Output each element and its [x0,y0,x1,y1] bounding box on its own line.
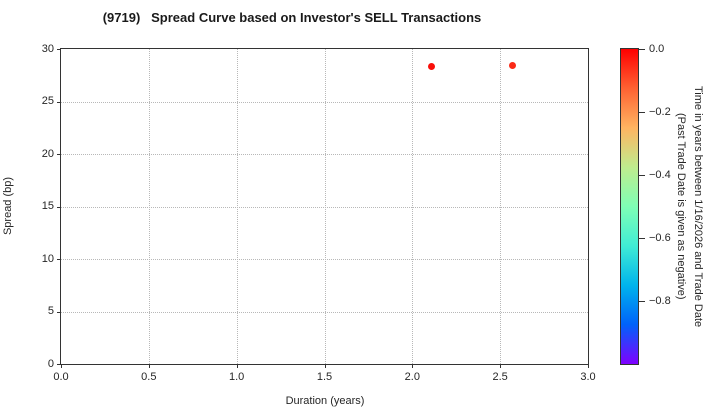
colorbar-tick-mark [639,238,645,239]
colorbar-tick-label: −0.6 [649,231,671,244]
y-tick-mark [57,154,60,155]
colorbar-tick-mark [639,175,645,176]
y-tick-mark [57,49,60,50]
y-tick-mark [57,259,60,260]
colorbar-tick-mark [639,49,645,50]
x-tick-mark [148,365,150,368]
x-tick-label: 3.0 [580,371,596,383]
y-tick-label: 0 [47,357,54,370]
x-tick-mark [236,365,238,368]
colorbar-tick-label: 0.0 [649,42,665,55]
gridline-horizontal [61,206,588,208]
y-tick-label: 15 [41,200,54,212]
x-tick-label: 1.0 [229,371,245,383]
gridline-horizontal [61,101,588,103]
colorbar-tick-label: −0.8 [649,294,671,307]
x-tick-label: 0.0 [53,371,69,383]
y-tick-mark [57,206,60,208]
y-tick-label: 5 [47,305,54,317]
chart-title: (9719) Spread Curve based on Investor's … [102,10,482,25]
y-tick-label: 30 [41,42,54,55]
y-tick-mark [57,311,60,313]
x-axis-label: Duration (years) [285,395,365,407]
y-tick-label: 20 [41,147,54,160]
gridline-horizontal [61,259,588,260]
x-tick-mark [324,365,326,368]
x-tick-label: 2.5 [492,371,508,383]
x-tick-label: 1.5 [316,371,333,383]
colorbar-tick-label: −0.2 [649,105,671,118]
colorbar-tick-mark [639,301,645,302]
colorbar-tick-label: −0.4 [649,168,671,181]
gridline-horizontal [61,311,588,313]
y-axis-label: Spread (bp) [2,176,14,236]
y-tick-mark [57,364,60,365]
x-tick-mark [588,365,589,368]
colorbar-label-line-1: Time in years between 1/16/2026 and Trad… [692,85,705,328]
x-tick-mark [61,365,62,368]
y-tick-label: 10 [41,252,54,265]
x-tick-label: 0.5 [141,371,157,383]
gridline-horizontal [61,154,588,155]
x-tick-mark [500,365,502,368]
data-point [508,62,516,70]
colorbar-label-line-2: (Past Trade Date is given as negative) [675,113,688,300]
data-point [428,63,436,71]
x-tick-label: 2.0 [404,371,420,383]
y-tick-mark [57,101,60,103]
colorbar-label: Time in years between 1/16/2026 and Trad… [672,49,706,364]
x-tick-mark [412,365,414,368]
colorbar-tick-mark [639,112,645,113]
colorbar [620,48,639,365]
y-tick-label: 25 [41,95,54,107]
